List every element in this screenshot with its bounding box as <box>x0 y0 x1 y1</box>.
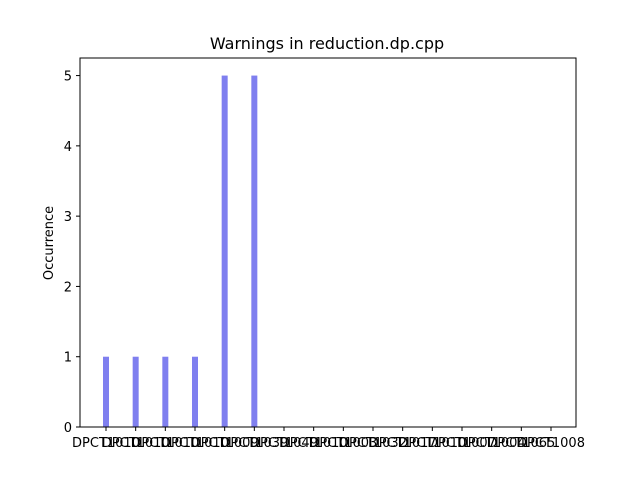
x-tick-label: DPCT1039 <box>220 436 288 451</box>
bar <box>251 75 258 427</box>
x-tick-label: DPCT1017 <box>369 436 437 451</box>
bar <box>103 356 109 427</box>
y-axis-label: Occurrence <box>42 206 57 280</box>
x-tick-label: DPCT1065 <box>487 436 555 451</box>
x-tick-label: DPCT1007 <box>428 436 496 451</box>
bar <box>192 356 198 427</box>
y-tick-label: 1 <box>64 351 72 366</box>
x-tick-label: DPCT1049 <box>250 436 318 451</box>
x-tick-label: DPCT1010 <box>161 436 229 451</box>
y-tick-label: 5 <box>64 70 72 85</box>
y-tick-label: 2 <box>64 280 72 295</box>
y-tick-label: 3 <box>64 210 72 225</box>
x-tick-label: DPCT1010 <box>280 436 348 451</box>
x-tick-label: DPCT1010 <box>72 436 140 451</box>
x-tick-label: DPCT1004 <box>458 436 526 451</box>
x-tick-label: DPCT1032 <box>339 436 407 451</box>
x-tick-label: DPCT1009 <box>191 436 259 451</box>
x-ticks-group: DPCT1010DPCT1010DPCT1010DPCT1010DPCT1009… <box>72 427 585 451</box>
x-tick-label: DPCT1008 <box>517 436 585 451</box>
plot-area-frame <box>79 57 577 428</box>
y-tick-label: 4 <box>64 140 72 155</box>
x-tick-label: DPCT1010 <box>131 436 199 451</box>
x-tick-label: DPCT1010 <box>398 436 466 451</box>
chart-title: Warnings in reduction.dp.cpp <box>210 34 444 53</box>
bar <box>221 75 228 427</box>
bar <box>162 356 169 427</box>
x-tick-label: DPCT1003 <box>309 436 377 451</box>
x-tick-label: DPCT1010 <box>102 436 170 451</box>
y-ticks-group: 0 1 2 3 4 5 <box>64 70 80 436</box>
y-tick-label: 0 <box>64 421 72 436</box>
bar <box>132 356 139 427</box>
bars-group <box>103 75 258 427</box>
